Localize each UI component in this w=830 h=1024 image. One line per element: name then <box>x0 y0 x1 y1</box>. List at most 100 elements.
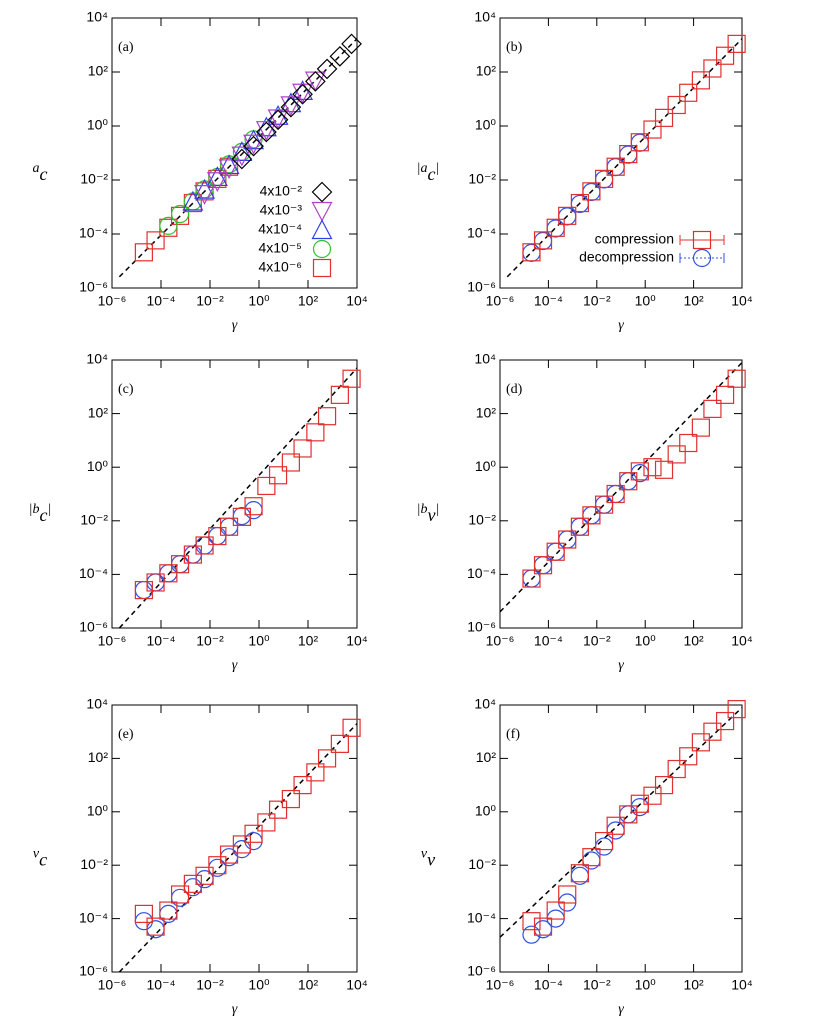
marker-square <box>146 917 165 936</box>
marker-circle <box>570 517 589 536</box>
marker-circle <box>594 837 614 856</box>
marker-triangle-up <box>231 141 253 161</box>
marker-square <box>306 763 325 782</box>
marker-triangle-up <box>243 129 265 150</box>
marker-square <box>317 749 337 768</box>
x-tick-label: 10⁻² <box>583 977 611 993</box>
marker-square <box>667 445 686 464</box>
x-tick-label: 10⁴ <box>731 977 753 993</box>
marker-triangle-down <box>304 71 326 92</box>
marker-square <box>643 458 662 477</box>
legend-label: 4x10⁻³ <box>260 202 303 218</box>
plot-frame <box>499 359 743 629</box>
marker-square <box>317 407 337 426</box>
y-tick-label: 10² <box>476 749 497 765</box>
marker-diamond <box>316 58 338 80</box>
x-tick-label: 10² <box>298 293 319 309</box>
marker-square <box>570 864 589 883</box>
legend-marker <box>311 181 333 203</box>
marker-circle <box>582 851 601 870</box>
y-tick-label: 10⁰ <box>475 458 497 474</box>
marker-square <box>293 439 312 458</box>
marker-square <box>533 917 553 936</box>
x-tick-label: 10² <box>298 977 319 993</box>
y-tick-label: 10⁻² <box>468 171 496 187</box>
marker-circle <box>619 472 638 491</box>
x-tick-label: 10⁰ <box>635 977 657 993</box>
panel-label: (a) <box>118 40 134 55</box>
marker-square <box>134 904 153 923</box>
marker-square <box>715 46 735 65</box>
marker-triangle-down <box>206 172 228 193</box>
x-tick-label: 10⁻⁴ <box>147 633 176 649</box>
x-tick-label: 10⁰ <box>248 633 270 649</box>
y-tick-label: 10⁻⁶ <box>467 619 496 635</box>
legend-label: 4x10⁻⁵ <box>258 240 302 256</box>
x-tick-label: 10⁻⁶ <box>98 293 127 309</box>
fit-line <box>118 38 358 278</box>
y-tick-label: 10⁴ <box>86 351 108 367</box>
marker-square <box>594 831 614 851</box>
x-tick-label: 10⁻⁶ <box>486 633 515 649</box>
y-tick-label: 10⁻⁴ <box>79 909 108 925</box>
marker-square <box>643 120 662 139</box>
legend-label: compression <box>595 231 674 247</box>
legend-label: 4x10⁻⁴ <box>258 221 302 237</box>
marker-square <box>170 885 190 904</box>
marker-square <box>219 845 239 864</box>
marker-square <box>232 835 251 854</box>
marker-square <box>159 218 178 237</box>
y-axis-label-part: v <box>428 505 436 525</box>
marker-triangle-up <box>194 178 216 199</box>
marker-square <box>293 775 312 795</box>
x-tick-label: 10⁻⁶ <box>486 977 515 993</box>
x-tick-label: 10⁻² <box>196 977 224 993</box>
marker-square <box>208 526 227 546</box>
marker-circle <box>159 216 178 235</box>
x-axis-label: γ <box>232 658 238 673</box>
marker-square <box>257 476 276 496</box>
y-tick-label: 10⁴ <box>474 9 496 25</box>
y-axis-label-part: c <box>428 164 436 184</box>
x-tick-label: 10⁰ <box>248 977 270 993</box>
marker-circle <box>630 797 649 817</box>
marker-triangle-up <box>206 166 228 187</box>
marker-circle <box>232 840 251 859</box>
x-tick-label: 10⁰ <box>635 293 657 309</box>
legend-marker <box>692 248 712 268</box>
x-tick-label: 10⁰ <box>248 293 270 309</box>
marker-circle <box>134 580 153 600</box>
panel-label: (b) <box>506 40 523 55</box>
marker-square <box>195 866 214 885</box>
y-tick-label: 10² <box>88 404 109 420</box>
marker-circle <box>244 831 263 851</box>
marker-triangle-up <box>218 154 240 175</box>
marker-square <box>606 484 625 504</box>
marker-square <box>582 848 601 867</box>
y-axis-label-part: c <box>40 164 48 184</box>
y-tick-label: 10⁴ <box>474 351 496 367</box>
legend-marker <box>311 219 333 240</box>
x-tick-label: 10⁻⁴ <box>534 977 563 993</box>
marker-square <box>146 231 165 250</box>
y-tick-label: 10⁰ <box>475 803 497 819</box>
y-axis-label-part: a <box>33 161 40 176</box>
plot-frame <box>499 17 743 289</box>
plot-frame <box>111 704 358 973</box>
y-tick-label: 10⁻⁶ <box>467 963 496 979</box>
marker-circle <box>619 805 638 824</box>
plot-frame <box>499 704 743 973</box>
marker-circle <box>146 573 165 592</box>
y-tick-label: 10⁰ <box>475 117 497 133</box>
x-tick-label: 10⁴ <box>346 633 368 649</box>
x-axis-label: γ <box>232 1002 238 1017</box>
x-tick-label: 10⁻⁴ <box>147 977 176 993</box>
x-tick-label: 10⁴ <box>731 293 753 309</box>
marker-square <box>582 182 601 201</box>
fit-line <box>118 367 358 629</box>
marker-square <box>522 243 541 262</box>
marker-circle <box>594 495 614 514</box>
y-tick-label: 10⁻² <box>468 512 496 528</box>
x-tick-label: 10⁻⁴ <box>534 633 563 649</box>
